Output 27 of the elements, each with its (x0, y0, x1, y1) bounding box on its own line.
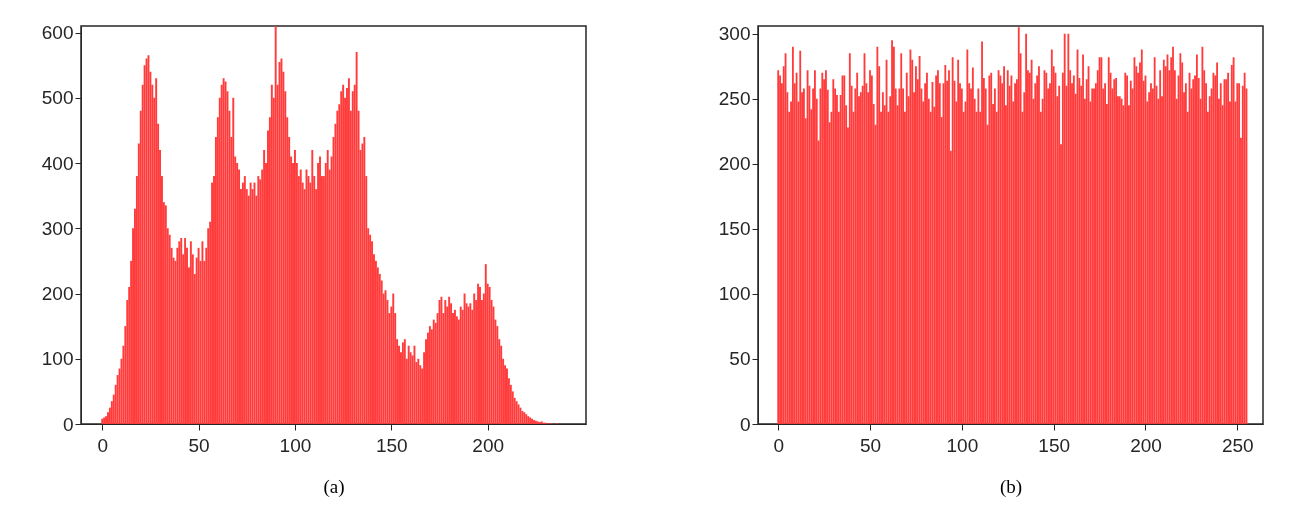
x-tick-label: 250 (1221, 434, 1254, 456)
y-tick-label: 400 (41, 152, 74, 174)
y-tick-label: 300 (41, 217, 74, 239)
x-tick-label: 150 (375, 434, 408, 456)
x-tick-label: 0 (773, 434, 784, 456)
y-tick-label: 200 (718, 153, 751, 175)
y-tick-label: 250 (718, 88, 751, 110)
y-tick-label: 0 (739, 413, 751, 435)
x-tick-label: 200 (472, 434, 505, 456)
y-tick-label: 100 (41, 348, 74, 370)
x-tick-label: 100 (279, 434, 312, 456)
x-tick-label: 150 (1038, 434, 1071, 456)
x-tick-label: 50 (188, 434, 210, 456)
y-tick-label: 100 (718, 283, 751, 305)
x-tick-label: 100 (946, 434, 979, 456)
x-tick-label: 0 (97, 434, 108, 456)
y-tick-label: 150 (718, 218, 751, 240)
y-tick-label: 200 (41, 283, 74, 305)
y-tick-label: 500 (41, 87, 74, 109)
y-tick-label: 50 (729, 348, 751, 370)
y-tick-label: 300 (718, 23, 751, 45)
x-axis-title: (a) (323, 475, 345, 498)
x-axis-title: (b) (999, 475, 1023, 498)
x-tick-label: 50 (859, 434, 882, 456)
y-tick-label: 0 (62, 413, 74, 435)
y-tick-label: 600 (41, 22, 74, 44)
x-tick-label: 200 (1130, 434, 1162, 456)
